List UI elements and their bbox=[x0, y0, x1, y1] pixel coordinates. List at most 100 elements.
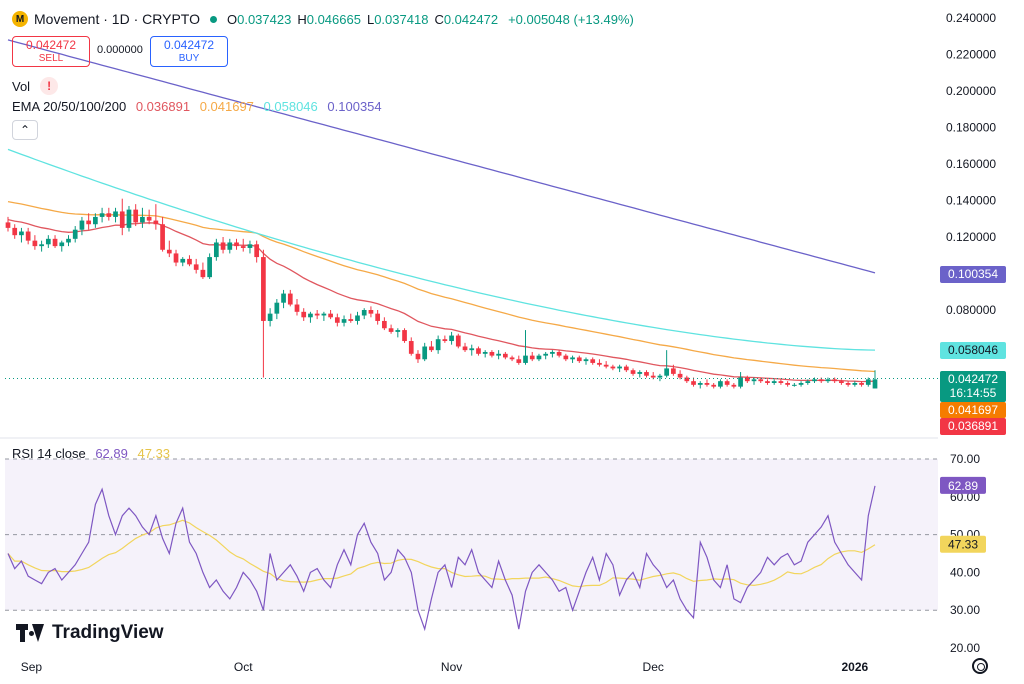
candle-body bbox=[865, 379, 871, 385]
candle bbox=[543, 351, 549, 360]
candle-body bbox=[597, 362, 602, 365]
candle-body bbox=[368, 310, 374, 314]
candle-body bbox=[657, 375, 663, 378]
candle-body bbox=[429, 346, 434, 351]
candle bbox=[771, 379, 777, 385]
candle bbox=[166, 240, 172, 258]
candle bbox=[274, 299, 280, 320]
candle-body bbox=[321, 313, 327, 316]
candle bbox=[254, 240, 260, 263]
candle-body bbox=[502, 353, 508, 358]
ema20-value: 0.036891 bbox=[135, 99, 191, 114]
ema200-price-tag-bg bbox=[940, 266, 1006, 283]
candle-body bbox=[489, 351, 495, 356]
ema20-line bbox=[7, 218, 876, 383]
candle-body bbox=[113, 211, 118, 217]
rsi-ma-tag-bg bbox=[940, 535, 986, 553]
rsi-legend[interactable]: RSI 14 close 62.89 47.33 bbox=[12, 446, 176, 461]
candle-body bbox=[281, 293, 286, 303]
ohlc-open: O0.037423 bbox=[226, 11, 292, 27]
candle bbox=[865, 377, 871, 387]
candle bbox=[603, 361, 609, 369]
candle bbox=[247, 240, 253, 254]
candle bbox=[173, 249, 179, 267]
settings-icon[interactable] bbox=[972, 658, 988, 674]
candle bbox=[72, 226, 78, 243]
candle bbox=[523, 330, 528, 365]
candle-body bbox=[32, 240, 38, 247]
candle bbox=[630, 368, 636, 376]
price-tick-label: 0.120000 bbox=[946, 230, 996, 244]
candle-body bbox=[731, 384, 737, 387]
candle-body bbox=[711, 384, 717, 387]
candle bbox=[536, 353, 542, 362]
symbol-header[interactable]: M Movement · 1D · CRYPTO O0.037423 H0.04… bbox=[12, 11, 634, 27]
candle-body bbox=[341, 319, 347, 323]
market-status-dot bbox=[209, 15, 217, 23]
candle-body bbox=[771, 381, 777, 383]
candle-body bbox=[140, 216, 145, 223]
ema-legend[interactable]: EMA 20/50/100/200 0.036891 0.041697 0.05… bbox=[12, 99, 388, 114]
sell-label: SELL bbox=[38, 53, 64, 64]
candle-body bbox=[476, 348, 481, 354]
candle-body bbox=[86, 220, 92, 225]
candle-body bbox=[536, 355, 542, 360]
ohlc-close: C0.042472 bbox=[434, 11, 499, 27]
candle-body bbox=[213, 242, 219, 258]
candle-body bbox=[193, 264, 199, 270]
warning-icon[interactable]: ! bbox=[40, 77, 59, 95]
price-tick-label: 0.220000 bbox=[946, 48, 996, 62]
rsi-value-tag-text: 62.89 bbox=[948, 479, 978, 493]
candle-body bbox=[455, 335, 461, 347]
candle bbox=[825, 377, 831, 383]
sell-price: 0.042472 bbox=[25, 38, 77, 52]
candle bbox=[496, 350, 501, 360]
candle-body bbox=[543, 353, 549, 356]
ohlc-low: L0.037418 bbox=[366, 11, 429, 27]
candle bbox=[153, 204, 159, 230]
candle-body bbox=[550, 351, 555, 354]
last-price-tag-countdown: 16:14:55 bbox=[950, 386, 997, 400]
candle bbox=[334, 313, 340, 327]
volume-legend[interactable]: Vol ! bbox=[12, 77, 59, 95]
candle-body bbox=[825, 379, 831, 382]
candle-body bbox=[845, 383, 851, 385]
last-price-tag-bg bbox=[940, 371, 1006, 402]
sell-button[interactable]: 0.042472 SELL bbox=[12, 36, 90, 67]
candle bbox=[45, 235, 51, 248]
symbol-title[interactable]: Movement · 1D · CRYPTO bbox=[34, 11, 200, 27]
candle-body bbox=[623, 366, 629, 371]
candle bbox=[261, 249, 266, 378]
price-tick-label: 0.200000 bbox=[946, 84, 996, 98]
candle-body bbox=[637, 372, 643, 374]
candle-body bbox=[153, 220, 159, 225]
candle-body bbox=[744, 377, 750, 382]
candle-body bbox=[294, 304, 300, 312]
candle bbox=[19, 227, 24, 243]
candle-body bbox=[220, 242, 226, 250]
tradingview-logo[interactable]: TradingView bbox=[16, 622, 164, 644]
candle bbox=[368, 306, 374, 318]
candle-body bbox=[160, 224, 165, 250]
candle-body bbox=[778, 381, 784, 383]
candle-body bbox=[758, 379, 764, 382]
candle bbox=[113, 207, 118, 223]
candle bbox=[550, 350, 555, 358]
candle-body bbox=[630, 370, 636, 374]
candle bbox=[765, 379, 770, 385]
buy-button[interactable]: 0.042472 BUY bbox=[150, 36, 228, 67]
candle bbox=[193, 258, 199, 274]
candle-body bbox=[173, 253, 179, 263]
rsi-value-tag: 62.89 bbox=[940, 476, 986, 494]
ema100-price-tag-text: 0.058046 bbox=[948, 343, 998, 357]
candle bbox=[234, 238, 239, 250]
candle-body bbox=[180, 258, 186, 263]
candle-body bbox=[19, 231, 24, 236]
candle bbox=[348, 313, 354, 323]
candle bbox=[738, 372, 743, 389]
rsi-tick-label: 40.00 bbox=[950, 565, 980, 579]
candle-body bbox=[650, 375, 656, 378]
candle bbox=[691, 377, 696, 387]
collapse-legend-button[interactable]: ⌃ bbox=[12, 120, 38, 140]
